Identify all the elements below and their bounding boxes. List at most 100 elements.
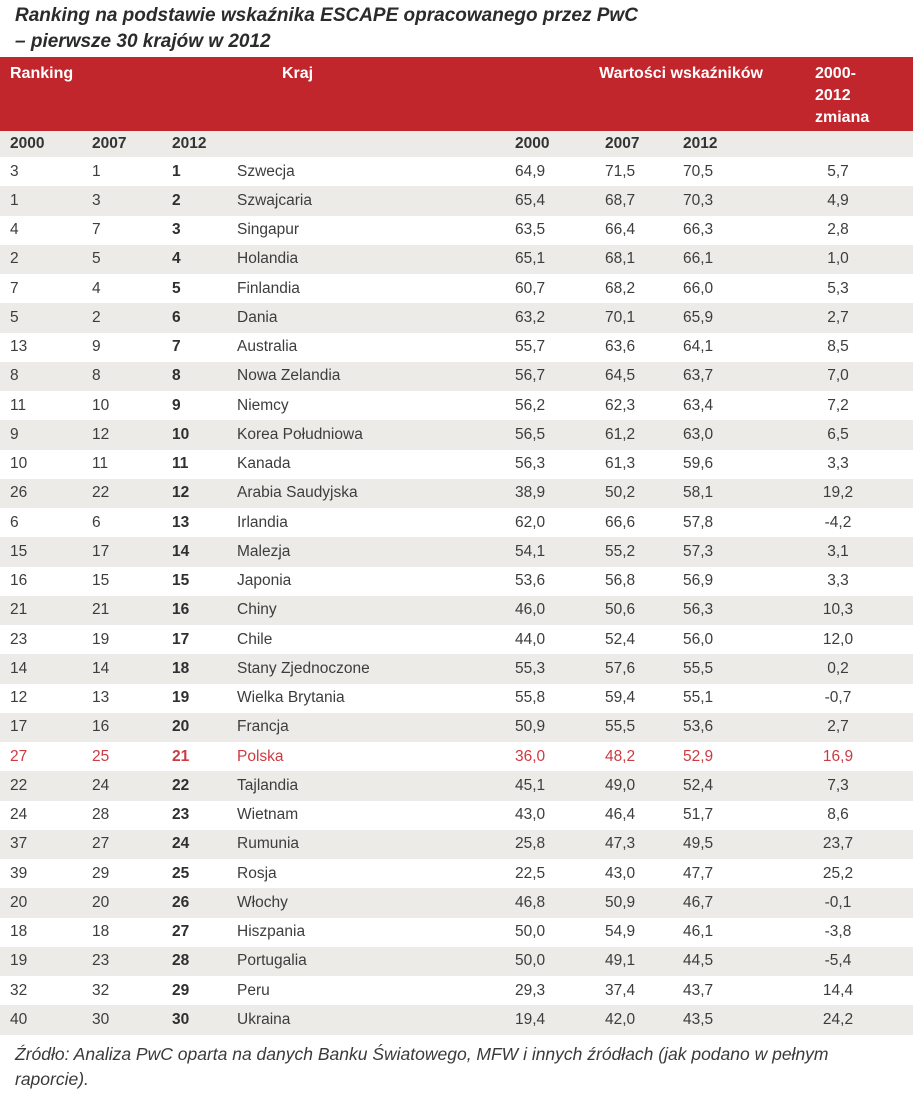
subheader-value-2007: 2007	[605, 135, 640, 152]
cell-rank-2000: 7	[10, 279, 19, 297]
cell-rank-2012: 25	[172, 864, 190, 882]
table-row: 40 30 30 Ukraina 19,4 42,0 43,5 24,2	[0, 1005, 913, 1035]
cell-country: Malezja	[237, 542, 291, 560]
cell-rank-2007: 10	[92, 396, 110, 414]
cell-change: 7,2	[827, 396, 849, 414]
table-row: 15 17 14 Malezja 54,1 55,2 57,3 3,1	[0, 537, 913, 567]
table-row: 6 6 13 Irlandia 62,0 66,6 57,8 -4,2	[0, 508, 913, 537]
cell-change: 6,5	[827, 425, 849, 443]
cell-rank-2007: 6	[92, 513, 101, 531]
table-row: 12 13 19 Wielka Brytania 55,8 59,4 55,1 …	[0, 684, 913, 713]
cell-rank-2000: 39	[10, 864, 28, 882]
table-row: 27 25 21 Polska 36,0 48,2 52,9 16,9	[0, 742, 913, 771]
cell-rank-2000: 19	[10, 952, 28, 970]
cell-rank-2012: 23	[172, 806, 190, 824]
header-country: Kraj	[282, 65, 314, 82]
cell-country: Finlandia	[237, 279, 300, 297]
cell-rank-2007: 14	[92, 659, 110, 677]
cell-value-2000: 50,9	[515, 718, 546, 736]
cell-value-2000: 19,4	[515, 1010, 546, 1028]
cell-value-2000: 38,9	[515, 484, 546, 502]
cell-value-2000: 55,8	[515, 689, 546, 707]
cell-rank-2007: 30	[92, 1010, 110, 1028]
cell-value-2000: 55,3	[515, 659, 546, 677]
table-row: 7 4 5 Finlandia 60,7 68,2 66,0 5,3	[0, 274, 913, 303]
cell-rank-2000: 6	[10, 513, 19, 531]
cell-rank-2007: 28	[92, 806, 110, 824]
cell-country: Wietnam	[237, 806, 299, 824]
cell-rank-2012: 26	[172, 893, 190, 911]
cell-value-2012: 63,0	[683, 425, 714, 443]
cell-value-2007: 42,0	[605, 1010, 636, 1028]
cell-rank-2007: 24	[92, 776, 110, 794]
cell-rank-2000: 4	[10, 221, 19, 239]
cell-rank-2012: 5	[172, 279, 181, 297]
cell-rank-2012: 9	[172, 396, 181, 414]
cell-rank-2012: 10	[172, 425, 190, 443]
cell-rank-2007: 3	[92, 191, 101, 209]
cell-change: 2,7	[827, 718, 849, 736]
cell-value-2007: 52,4	[605, 630, 636, 648]
cell-value-2007: 66,6	[605, 513, 636, 531]
cell-rank-2007: 4	[92, 279, 101, 297]
cell-change: -0,1	[824, 893, 852, 911]
subheader-rank-2007: 2007	[92, 135, 127, 152]
cell-rank-2012: 24	[172, 835, 190, 853]
cell-value-2012: 55,5	[683, 659, 714, 677]
cell-rank-2007: 8	[92, 367, 101, 385]
cell-rank-2007: 19	[92, 630, 110, 648]
cell-rank-2000: 40	[10, 1010, 28, 1028]
cell-value-2012: 63,4	[683, 396, 714, 414]
cell-rank-2000: 32	[10, 981, 28, 999]
cell-rank-2012: 13	[172, 513, 190, 531]
cell-value-2012: 57,8	[683, 513, 714, 531]
cell-value-2000: 46,0	[515, 601, 546, 619]
cell-change: 7,3	[827, 776, 849, 794]
cell-value-2000: 29,3	[515, 981, 546, 999]
cell-rank-2012: 4	[172, 250, 181, 268]
cell-change: -3,8	[824, 923, 852, 941]
cell-country: Singapur	[237, 221, 300, 239]
cell-rank-2000: 15	[10, 542, 28, 560]
table-row: 14 14 18 Stany Zjednoczone 55,3 57,6 55,…	[0, 654, 913, 684]
cell-rank-2012: 2	[172, 191, 181, 209]
cell-rank-2000: 9	[10, 425, 19, 443]
cell-value-2012: 65,9	[683, 308, 714, 326]
cell-change: 5,3	[827, 279, 849, 297]
cell-rank-2012: 8	[172, 367, 181, 385]
cell-country: Irlandia	[237, 513, 288, 531]
cell-value-2012: 63,7	[683, 367, 714, 385]
cell-rank-2007: 20	[92, 893, 110, 911]
cell-rank-2000: 21	[10, 601, 28, 619]
cell-change: 3,1	[827, 542, 849, 560]
cell-rank-2000: 11	[10, 396, 27, 414]
cell-rank-2000: 5	[10, 308, 19, 326]
cell-rank-2012: 18	[172, 659, 190, 677]
cell-country: Polska	[237, 747, 284, 765]
cell-value-2000: 50,0	[515, 923, 546, 941]
cell-value-2007: 68,1	[605, 250, 636, 268]
cell-change: 25,2	[822, 864, 854, 882]
cell-rank-2007: 2	[92, 308, 101, 326]
page-title: Ranking na podstawie wskaźnika ESCAPE op…	[0, 0, 913, 55]
table-row: 2 5 4 Holandia 65,1 68,1 66,1 1,0	[0, 244, 913, 274]
cell-rank-2012: 6	[172, 308, 181, 326]
cell-country: Stany Zjednoczone	[237, 659, 370, 677]
cell-change: 4,9	[827, 191, 849, 209]
cell-value-2000: 36,0	[515, 747, 546, 765]
cell-value-2007: 68,7	[605, 191, 636, 209]
cell-value-2000: 46,8	[515, 893, 546, 911]
table-row: 18 18 27 Hiszpania 50,0 54,9 46,1 -3,8	[0, 918, 913, 947]
cell-rank-2007: 12	[92, 425, 110, 443]
cell-rank-2000: 27	[10, 747, 28, 765]
cell-value-2007: 54,9	[605, 923, 636, 941]
table-row: 32 32 29 Peru 29,3 37,4 43,7 14,4	[0, 976, 913, 1005]
cell-value-2012: 70,5	[683, 162, 714, 180]
cell-value-2007: 55,2	[605, 542, 636, 560]
cell-change: 0,2	[827, 659, 849, 677]
cell-value-2012: 55,1	[683, 689, 714, 707]
cell-rank-2012: 12	[172, 484, 190, 502]
source-note: Źródło: Analiza PwC oparta na danych Ban…	[15, 1043, 829, 1089]
cell-rank-2000: 1	[10, 191, 19, 209]
